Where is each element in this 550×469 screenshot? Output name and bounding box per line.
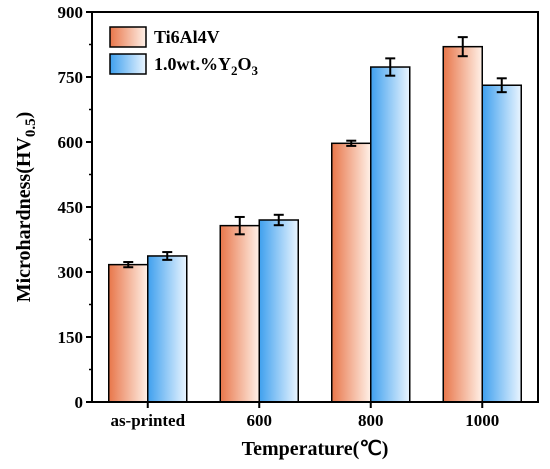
- y-tick-label: 600: [58, 133, 84, 152]
- y-axis-title: Microhardness(HV0.5): [13, 112, 39, 303]
- legend-item-y2o3: 1.0wt.%Y2O3: [109, 53, 259, 78]
- x-tick-label: as-printed: [110, 411, 185, 430]
- bars-layer: [108, 45, 522, 403]
- error-bar-ti6al4v-as-printed: [123, 261, 134, 269]
- error-bar-ti6al4v-1000: [457, 36, 468, 58]
- legend-label: Ti6Al4V: [154, 27, 220, 47]
- error-bar-ti6al4v-800: [346, 139, 357, 147]
- y-tick-label: 900: [58, 3, 84, 22]
- bar-ti6al4v-as-printed: [108, 263, 149, 403]
- error-bar-y2o3-800: [385, 57, 396, 77]
- legend-swatch: [109, 26, 147, 48]
- y-tick-label: 0: [75, 393, 84, 412]
- legend-label: 1.0wt.%Y2O3: [154, 54, 259, 78]
- error-bar-y2o3-as-printed: [162, 251, 173, 261]
- y-title-main: Microhardness(HV: [13, 137, 35, 303]
- y-title-subscript: 0.5: [23, 118, 39, 137]
- bar-y2o3-1000: [481, 84, 522, 403]
- bar-ti6al4v-800: [331, 142, 372, 403]
- bar-ti6al4v-1000: [442, 45, 483, 403]
- y-tick-label: 750: [58, 68, 84, 87]
- y-axis: 0 150 300 450 600 750 900: [58, 3, 92, 412]
- bar-ti6al4v-600: [219, 224, 260, 403]
- x-tick-label: 600: [247, 411, 273, 430]
- error-bars-layer: [123, 36, 507, 269]
- x-tick-label: 800: [358, 411, 384, 430]
- y-title-close: ): [13, 112, 35, 119]
- legend: Ti6Al4V 1.0wt.%Y2O3: [109, 26, 259, 78]
- error-bar-ti6al4v-600: [234, 215, 245, 236]
- bar-y2o3-as-printed: [147, 255, 188, 403]
- error-bar-y2o3-1000: [496, 77, 507, 94]
- legend-swatch: [109, 53, 147, 75]
- x-axis-title: Temperature(℃): [242, 438, 389, 460]
- y-tick-label: 300: [58, 263, 84, 282]
- y-tick-label: 150: [58, 328, 84, 347]
- error-bar-y2o3-600: [273, 213, 284, 227]
- y-tick-label: 450: [58, 198, 84, 217]
- x-tick-label: 1000: [465, 411, 499, 430]
- bar-y2o3-800: [370, 66, 411, 403]
- legend-item-ti6al4v: Ti6Al4V: [109, 26, 220, 48]
- x-axis: as-printed 600 800 1000: [110, 402, 499, 430]
- bar-y2o3-600: [258, 219, 299, 403]
